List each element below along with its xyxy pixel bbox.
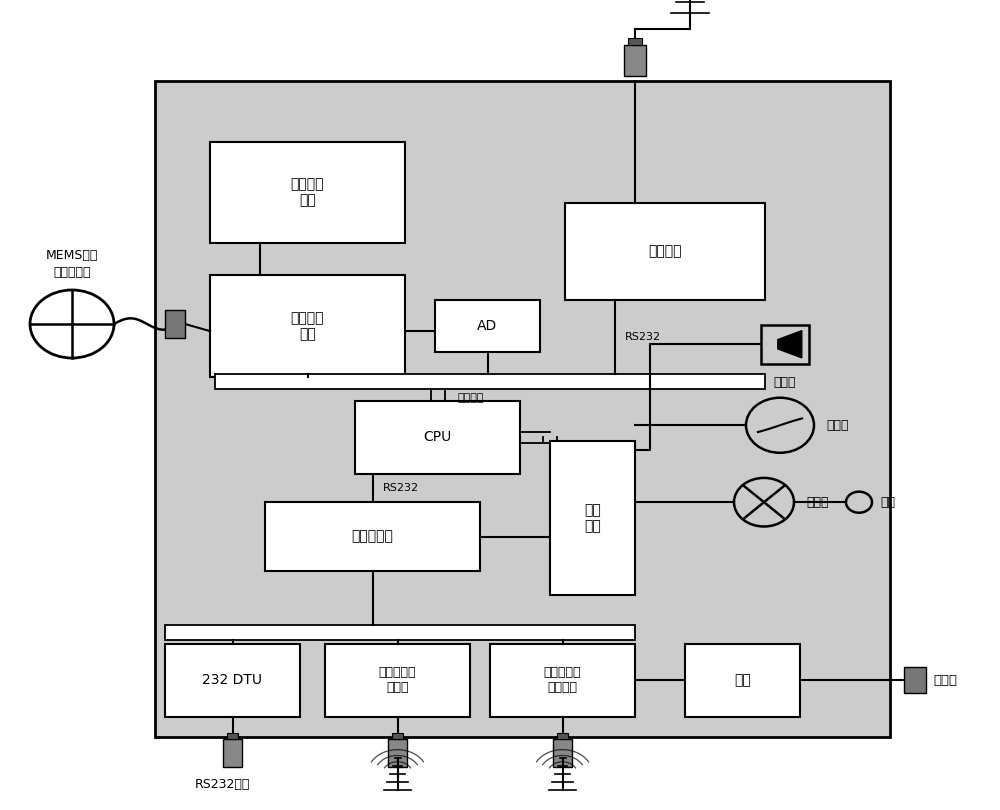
Text: 开关: 开关 <box>880 496 895 509</box>
FancyBboxPatch shape <box>565 202 765 300</box>
Text: RS232输出: RS232输出 <box>195 778 250 791</box>
Bar <box>388 740 407 767</box>
Text: 远距离无线
传输模块: 远距离无线 传输模块 <box>544 667 581 694</box>
Bar <box>215 374 765 389</box>
Bar <box>761 325 809 364</box>
Text: RS232: RS232 <box>382 483 419 493</box>
Text: 定位模块: 定位模块 <box>648 244 682 258</box>
Text: RS232: RS232 <box>625 332 661 342</box>
FancyBboxPatch shape <box>265 502 480 571</box>
Text: MEMS电场: MEMS电场 <box>46 249 98 262</box>
Text: 电源
模块: 电源 模块 <box>584 503 601 534</box>
FancyBboxPatch shape <box>435 300 540 352</box>
Bar <box>628 37 642 45</box>
Polygon shape <box>778 330 802 358</box>
Bar <box>223 740 242 767</box>
Text: 模拟解调
模块: 模拟解调 模块 <box>291 311 324 341</box>
Bar <box>624 45 646 76</box>
FancyBboxPatch shape <box>210 142 405 243</box>
Text: 报警灯: 报警灯 <box>826 419 849 432</box>
Text: CPU: CPU <box>423 430 452 445</box>
Text: AD: AD <box>477 319 498 333</box>
FancyBboxPatch shape <box>685 644 800 717</box>
FancyBboxPatch shape <box>165 644 300 717</box>
Text: 232 DTU: 232 DTU <box>202 673 262 688</box>
Text: 激励电路
模块: 激励电路 模块 <box>291 177 324 207</box>
Text: 指示灯: 指示灯 <box>806 496 828 509</box>
FancyBboxPatch shape <box>155 81 890 737</box>
Bar <box>165 625 635 640</box>
FancyBboxPatch shape <box>355 401 520 474</box>
Bar <box>557 732 568 740</box>
Text: 本地无线传
输模块: 本地无线传 输模块 <box>379 667 416 694</box>
FancyBboxPatch shape <box>210 275 405 377</box>
Text: 电池: 电池 <box>734 673 751 688</box>
Text: 串口分配器: 串口分配器 <box>352 530 393 544</box>
Text: 蜂鸣器: 蜂鸣器 <box>774 376 796 389</box>
Text: 模拟信号: 模拟信号 <box>457 393 484 403</box>
Bar <box>165 310 185 338</box>
FancyBboxPatch shape <box>325 644 470 717</box>
Bar <box>553 740 572 767</box>
Text: 传感器探头: 传感器探头 <box>53 266 91 279</box>
Text: 充电口: 充电口 <box>933 674 957 687</box>
Bar <box>392 732 403 740</box>
FancyBboxPatch shape <box>550 441 635 595</box>
Bar <box>227 732 238 740</box>
Bar <box>904 667 926 693</box>
FancyBboxPatch shape <box>490 644 635 717</box>
